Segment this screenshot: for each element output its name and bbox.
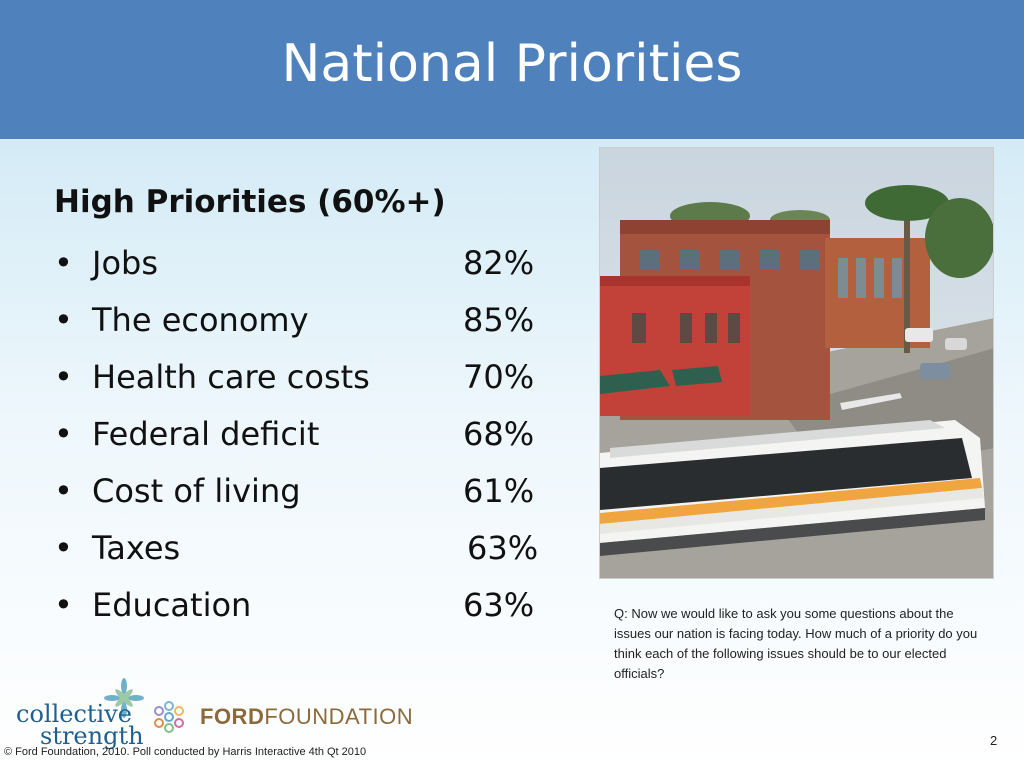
bullet-icon: • — [54, 301, 73, 339]
item-label: Education — [92, 586, 252, 624]
photo-illustration — [600, 148, 993, 578]
item-label: The economy — [92, 301, 309, 339]
survey-question: Q: Now we would like to ask you some que… — [614, 606, 978, 681]
bullet-icon: • — [54, 358, 73, 396]
list-item: • Federal deficit 68% — [54, 415, 574, 455]
collective-strength-logo: collective strength — [16, 678, 146, 750]
item-value: 63% — [467, 529, 539, 567]
item-value: 85% — [463, 301, 535, 339]
item-value: 68% — [463, 415, 535, 453]
item-value: 70% — [463, 358, 535, 396]
foundation-text: FOUNDATION — [264, 704, 414, 729]
bullet-icon: • — [54, 244, 73, 282]
list-item: • Education 63% — [54, 586, 574, 626]
star-flower-icon — [104, 678, 144, 718]
item-value: 61% — [463, 472, 535, 510]
list-item: • Jobs 82% — [54, 244, 574, 284]
bullet-icon: • — [54, 529, 73, 567]
bullet-icon: • — [54, 415, 73, 453]
priority-heading: High Priorities (60%+) — [54, 184, 446, 220]
item-label: Jobs — [92, 244, 158, 282]
ford-foundation-wordmark: FORDFOUNDATION — [200, 704, 413, 730]
bullet-icon: • — [54, 472, 73, 510]
list-item: • The economy 85% — [54, 301, 574, 341]
ford-bold-text: FORD — [200, 704, 265, 729]
item-label: Cost of living — [92, 472, 301, 510]
collective-text: collective — [16, 700, 132, 728]
item-value: 82% — [463, 244, 535, 282]
slide-title: National Priorities — [281, 34, 743, 94]
page-number: 2 — [990, 733, 998, 748]
ford-dots-icon — [154, 701, 184, 733]
item-label: Federal deficit — [92, 415, 320, 453]
list-item: • Health care costs 70% — [54, 358, 574, 398]
item-label: Taxes — [92, 529, 181, 567]
title-bar: National Priorities — [0, 0, 1024, 139]
ford-foundation-logo: FORDFOUNDATION — [152, 698, 432, 738]
item-label: Health care costs — [92, 358, 370, 396]
item-value: 63% — [463, 586, 535, 624]
bullet-icon: • — [54, 586, 73, 624]
list-item: • Taxes 63% — [54, 529, 574, 569]
list-item: • Cost of living 61% — [54, 472, 574, 512]
footer-credit: © Ford Foundation, 2010. Poll conducted … — [4, 746, 367, 758]
strength-text: strength — [40, 722, 144, 750]
street-tram-photo — [599, 147, 994, 579]
